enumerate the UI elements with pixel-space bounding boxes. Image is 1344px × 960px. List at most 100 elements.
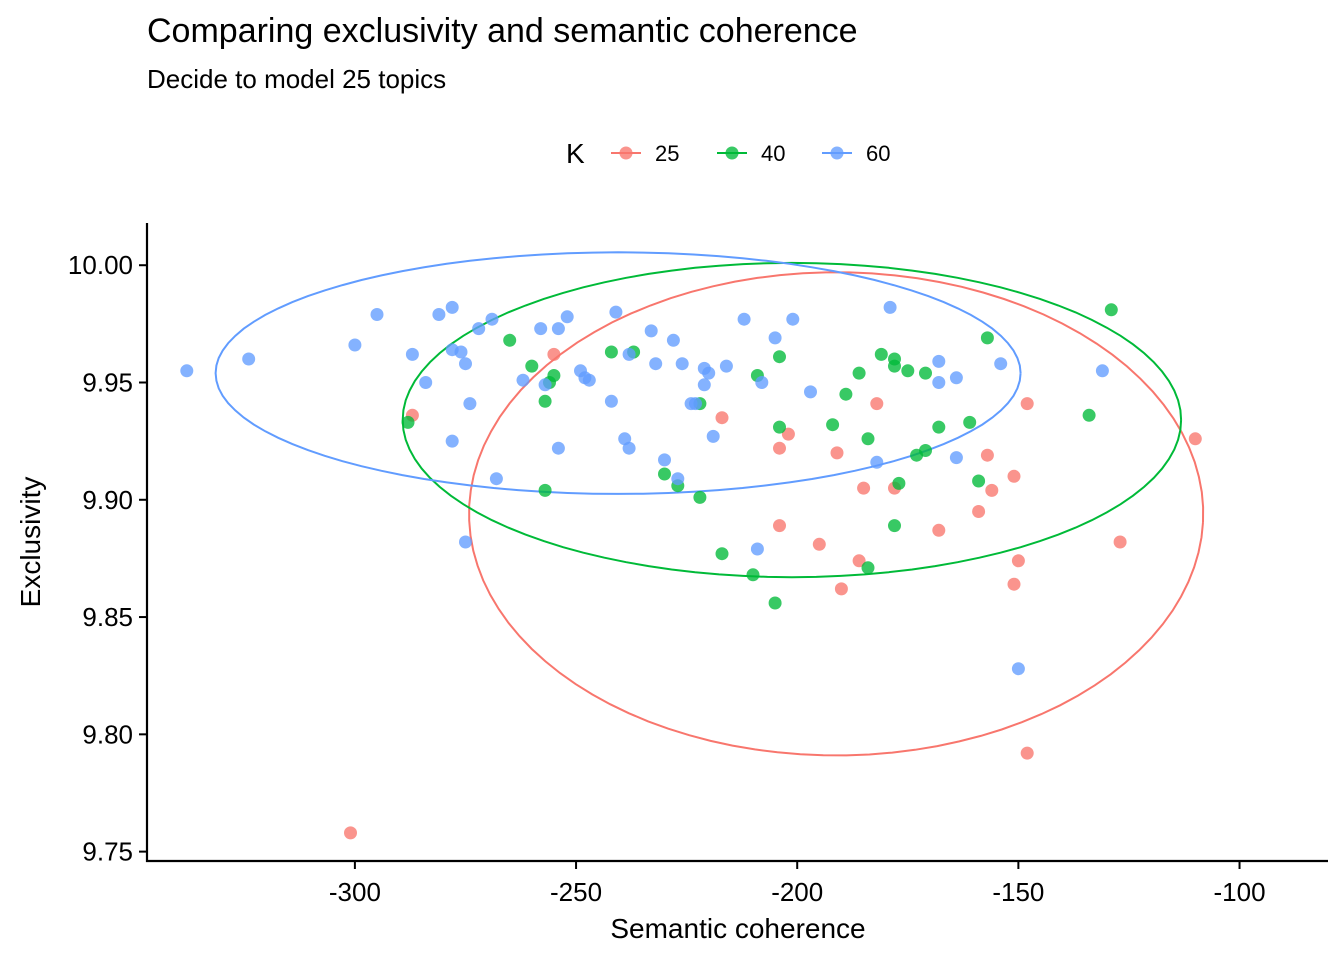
legend-label: 60 bbox=[866, 141, 890, 166]
point-k25 bbox=[773, 519, 786, 533]
y-axis-title: Exclusivity bbox=[15, 477, 46, 608]
point-k25 bbox=[830, 446, 844, 460]
legend: K 25 40 60 bbox=[566, 138, 890, 169]
legend-title: K bbox=[566, 138, 585, 169]
point-k40 bbox=[888, 352, 901, 366]
y-tick-label: 9.75 bbox=[82, 837, 133, 867]
chart-subtitle: Decide to model 25 topics bbox=[147, 64, 447, 94]
point-k40 bbox=[861, 432, 875, 446]
y-tick-label: 9.90 bbox=[82, 485, 133, 515]
point-k60 bbox=[932, 354, 946, 368]
chart-title: Comparing exclusivity and semantic coher… bbox=[147, 12, 858, 50]
point-k40 bbox=[901, 364, 915, 378]
point-k25 bbox=[1007, 577, 1021, 591]
point-k40 bbox=[1104, 303, 1118, 317]
point-k60 bbox=[489, 472, 503, 486]
point-k40 bbox=[888, 519, 901, 533]
point-k25 bbox=[932, 523, 946, 537]
point-k25 bbox=[344, 826, 357, 840]
point-k60 bbox=[459, 535, 472, 549]
confidence-ellipses bbox=[214, 251, 1205, 757]
point-k60 bbox=[684, 397, 698, 411]
point-k40 bbox=[874, 347, 888, 361]
point-k40 bbox=[746, 568, 760, 582]
point-k60 bbox=[768, 331, 782, 345]
point-k60 bbox=[432, 308, 446, 321]
point-k25 bbox=[1188, 432, 1202, 446]
point-k60 bbox=[786, 312, 800, 326]
point-k40 bbox=[538, 394, 552, 408]
point-k60 bbox=[719, 359, 733, 373]
point-k60 bbox=[697, 378, 711, 392]
point-k40 bbox=[715, 547, 729, 561]
point-k60 bbox=[348, 338, 362, 352]
point-k60 bbox=[560, 310, 574, 324]
point-k25 bbox=[980, 448, 994, 462]
point-k40 bbox=[773, 350, 786, 364]
point-k60 bbox=[534, 322, 548, 336]
point-k60 bbox=[242, 352, 256, 366]
point-k40 bbox=[826, 418, 840, 432]
x-tick-label: -100 bbox=[1214, 877, 1266, 907]
point-k60 bbox=[870, 455, 884, 469]
point-k60 bbox=[706, 429, 720, 443]
x-tick-label: -300 bbox=[329, 877, 381, 907]
point-k40 bbox=[980, 331, 994, 345]
point-k40 bbox=[768, 596, 782, 610]
point-k60 bbox=[883, 300, 897, 314]
point-k25 bbox=[812, 537, 826, 551]
point-k25 bbox=[773, 441, 786, 455]
point-k25 bbox=[1007, 469, 1021, 483]
point-k40 bbox=[538, 483, 552, 497]
point-k25 bbox=[857, 481, 871, 495]
x-axis-title: Semantic coherence bbox=[610, 913, 865, 944]
point-k60 bbox=[551, 322, 565, 336]
point-k40 bbox=[932, 420, 946, 434]
point-k60 bbox=[622, 347, 636, 361]
point-k60 bbox=[538, 378, 552, 392]
point-k60 bbox=[405, 347, 419, 361]
point-k40 bbox=[910, 448, 924, 462]
legend-label: 40 bbox=[761, 141, 785, 166]
data-points bbox=[180, 300, 1202, 840]
point-k40 bbox=[658, 467, 671, 481]
point-k60 bbox=[445, 434, 459, 448]
point-k40 bbox=[892, 476, 906, 490]
point-k60 bbox=[666, 333, 680, 347]
point-k40 bbox=[401, 415, 415, 429]
point-k60 bbox=[804, 385, 817, 399]
point-k60 bbox=[622, 441, 636, 455]
point-k60 bbox=[649, 357, 663, 371]
axes: -300 -250 -200 -150 -100 9.75 9.80 9.85 9.90 9.9… bbox=[15, 223, 1328, 944]
point-k25 bbox=[985, 483, 999, 497]
legend-key-point bbox=[830, 146, 844, 160]
x-tick-label: -150 bbox=[992, 877, 1044, 907]
point-k60 bbox=[582, 373, 596, 387]
point-k40 bbox=[547, 369, 561, 382]
point-k60 bbox=[1011, 662, 1025, 676]
point-k25 bbox=[870, 397, 884, 411]
point-k25 bbox=[852, 554, 866, 568]
ellipse-k40 bbox=[401, 261, 1183, 579]
point-k60 bbox=[551, 441, 565, 455]
point-k40 bbox=[972, 474, 986, 488]
point-k25 bbox=[972, 505, 986, 518]
point-k60 bbox=[949, 371, 963, 385]
point-k60 bbox=[463, 397, 477, 411]
y-tick-label: 10.00 bbox=[68, 250, 133, 280]
point-k40 bbox=[525, 359, 539, 373]
point-k40 bbox=[1082, 408, 1096, 422]
point-k25 bbox=[834, 582, 848, 596]
point-k60 bbox=[472, 322, 486, 336]
ellipse-k25 bbox=[468, 271, 1205, 757]
x-ticks: -300 -250 -200 -150 -100 bbox=[329, 861, 1266, 907]
legend-key-point bbox=[619, 146, 633, 160]
point-k60 bbox=[671, 472, 685, 486]
point-k60 bbox=[604, 394, 618, 408]
point-k40 bbox=[963, 415, 977, 429]
point-k60 bbox=[454, 345, 468, 359]
point-k60 bbox=[737, 312, 751, 326]
point-k60 bbox=[180, 364, 194, 378]
point-k40 bbox=[693, 490, 707, 504]
